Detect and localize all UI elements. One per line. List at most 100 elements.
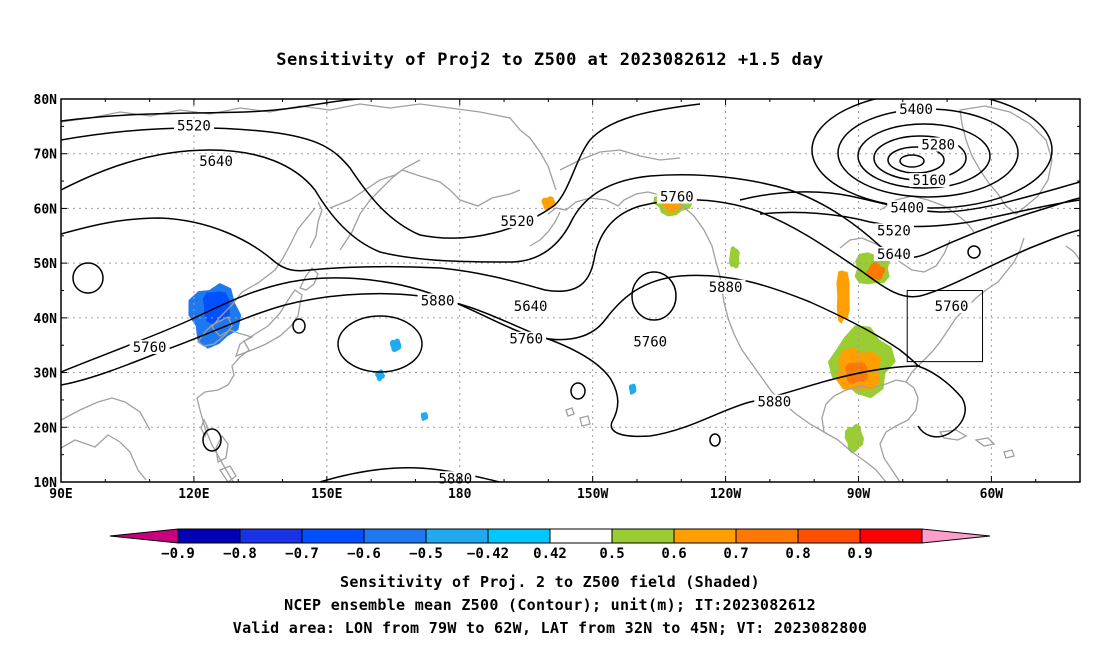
colorbar-box: [859, 528, 923, 544]
svg-text:5760: 5760: [660, 189, 694, 205]
sensitivity-patch: [836, 270, 850, 324]
colorbar-label: −0.8: [223, 546, 257, 562]
lon-label: 90W: [847, 487, 871, 502]
contour-label: 5880: [435, 471, 476, 487]
colorbar: −0.9 −0.8 −0.7 −0.6 −0.5 −0.42 0.42 0.5 0.6 0.7 0.…: [109, 528, 991, 562]
colorbar-label: 0.42: [533, 546, 567, 562]
lat-label: 60N: [34, 202, 58, 217]
lat-label: 30N: [34, 367, 58, 382]
colorbar-label: 0.9: [847, 546, 872, 562]
colorbar-label: −0.5: [409, 546, 443, 562]
lat-label: 10N: [34, 476, 58, 491]
map-title: Sensitivity of Proj2 to Z500 at 20230826…: [276, 50, 824, 70]
lat-label: 40N: [34, 312, 58, 327]
colorbar-label: 0.7: [723, 546, 748, 562]
svg-text:5520: 5520: [177, 118, 211, 134]
lon-label: 180: [448, 487, 472, 502]
contour-label: 5760: [630, 334, 671, 350]
valid-area-box: [906, 290, 984, 363]
colorbar-label: −0.9: [161, 546, 195, 562]
colorbar-box: [301, 528, 365, 544]
svg-text:5160: 5160: [913, 173, 947, 189]
sensitivity-patch: [420, 412, 428, 421]
sensitivity-patch: [866, 262, 886, 281]
colorbar-label: −0.42: [467, 546, 509, 562]
axis-labels: 90E 120E 150E 180 150W 120W 90W 60W 80N 70N 60N 50N…: [34, 93, 1004, 502]
sensitivity-patch: [81, 180, 94, 193]
colorbar-box: [735, 528, 799, 544]
lon-label: 120E: [178, 487, 209, 502]
lon-label: 150E: [311, 487, 342, 502]
sensitivity-patch: [729, 245, 740, 269]
svg-text:5520: 5520: [877, 223, 911, 239]
svg-text:5640: 5640: [514, 299, 548, 315]
lat-lon-grid: [61, 99, 1080, 482]
sensitivity-patch: [375, 369, 386, 382]
contour-label: 5160: [909, 173, 950, 189]
colorbar-label: −0.6: [347, 546, 381, 562]
colorbar-max-triangle: [921, 528, 991, 544]
contour-label: 5400: [896, 101, 937, 118]
contour-label: 5640: [873, 247, 914, 263]
contour-label: 5760: [129, 339, 170, 356]
lat-label: 50N: [34, 257, 58, 272]
contour-label: 5280: [918, 137, 959, 154]
colorbar-box: [239, 528, 303, 544]
colorbar-box: [177, 528, 241, 544]
colorbar-label: 0.5: [599, 546, 624, 562]
svg-text:5400: 5400: [890, 200, 924, 216]
colorbar-box: [797, 528, 861, 544]
svg-text:5760: 5760: [133, 340, 167, 356]
contour-labels: 5520 5640 5520 5640 5760 5880 5760 5760 5760 5880…: [129, 101, 972, 487]
svg-text:5400: 5400: [899, 102, 933, 118]
svg-text:5880: 5880: [421, 293, 455, 309]
colorbar-min-triangle: [109, 528, 179, 544]
contour-label: 5760: [506, 331, 547, 348]
lat-label: 20N: [34, 421, 58, 436]
contour-label: 5880: [417, 293, 458, 309]
colorbar-label: 0.6: [661, 546, 686, 562]
coastlines: [61, 103, 1080, 482]
colorbar-label: 0.8: [785, 546, 810, 562]
lat-label: 70N: [34, 148, 58, 163]
caption-valid-area: Valid area: LON from 79W to 62W, LAT fro…: [232, 619, 868, 637]
colorbar-box: [363, 528, 427, 544]
contour-label: 5400: [887, 200, 928, 216]
lon-label: 150W: [577, 487, 608, 502]
colorbar-box: [487, 528, 551, 544]
lon-label: 120W: [710, 487, 741, 502]
colorbar-box: [673, 528, 737, 544]
contour-label: 5520: [497, 214, 538, 230]
contour-label: 5520: [173, 118, 214, 134]
contour-label: 5640: [510, 298, 551, 315]
svg-text:5760: 5760: [633, 334, 667, 350]
lat-label: 80N: [34, 93, 58, 108]
svg-text:5880: 5880: [438, 471, 472, 487]
svg-text:5520: 5520: [500, 214, 534, 230]
colorbar-box: [425, 528, 489, 544]
colorbar-box: [611, 528, 675, 544]
caption-contour: NCEP ensemble mean Z500 (Contour); unit(…: [284, 596, 816, 614]
sensitivity-patch: [844, 423, 864, 454]
svg-text:5640: 5640: [877, 247, 911, 263]
svg-text:5640: 5640: [199, 154, 233, 170]
svg-text:5760: 5760: [509, 332, 543, 348]
contour-label: 5880: [705, 279, 746, 296]
contour-label: 5760: [931, 298, 972, 315]
svg-text:5880: 5880: [709, 280, 743, 296]
sensitivity-patch: [628, 383, 637, 395]
caption-shaded: Sensitivity of Proj. 2 to Z500 field (Sh…: [340, 573, 760, 591]
colorbar-box: [549, 528, 613, 544]
contour-label: 5640: [196, 153, 237, 170]
contour-label: 5760: [656, 189, 697, 205]
svg-text:5760: 5760: [935, 299, 969, 315]
sensitivity-shading: [81, 180, 1054, 454]
sensitivity-patch: [390, 338, 402, 353]
lon-label: 60W: [980, 487, 1004, 502]
contour-label: 5880: [754, 394, 795, 411]
svg-text:5280: 5280: [921, 138, 955, 154]
svg-text:5880: 5880: [757, 395, 791, 411]
sensitivity-patch: [1044, 261, 1054, 276]
lon-label: 90E: [49, 487, 72, 502]
